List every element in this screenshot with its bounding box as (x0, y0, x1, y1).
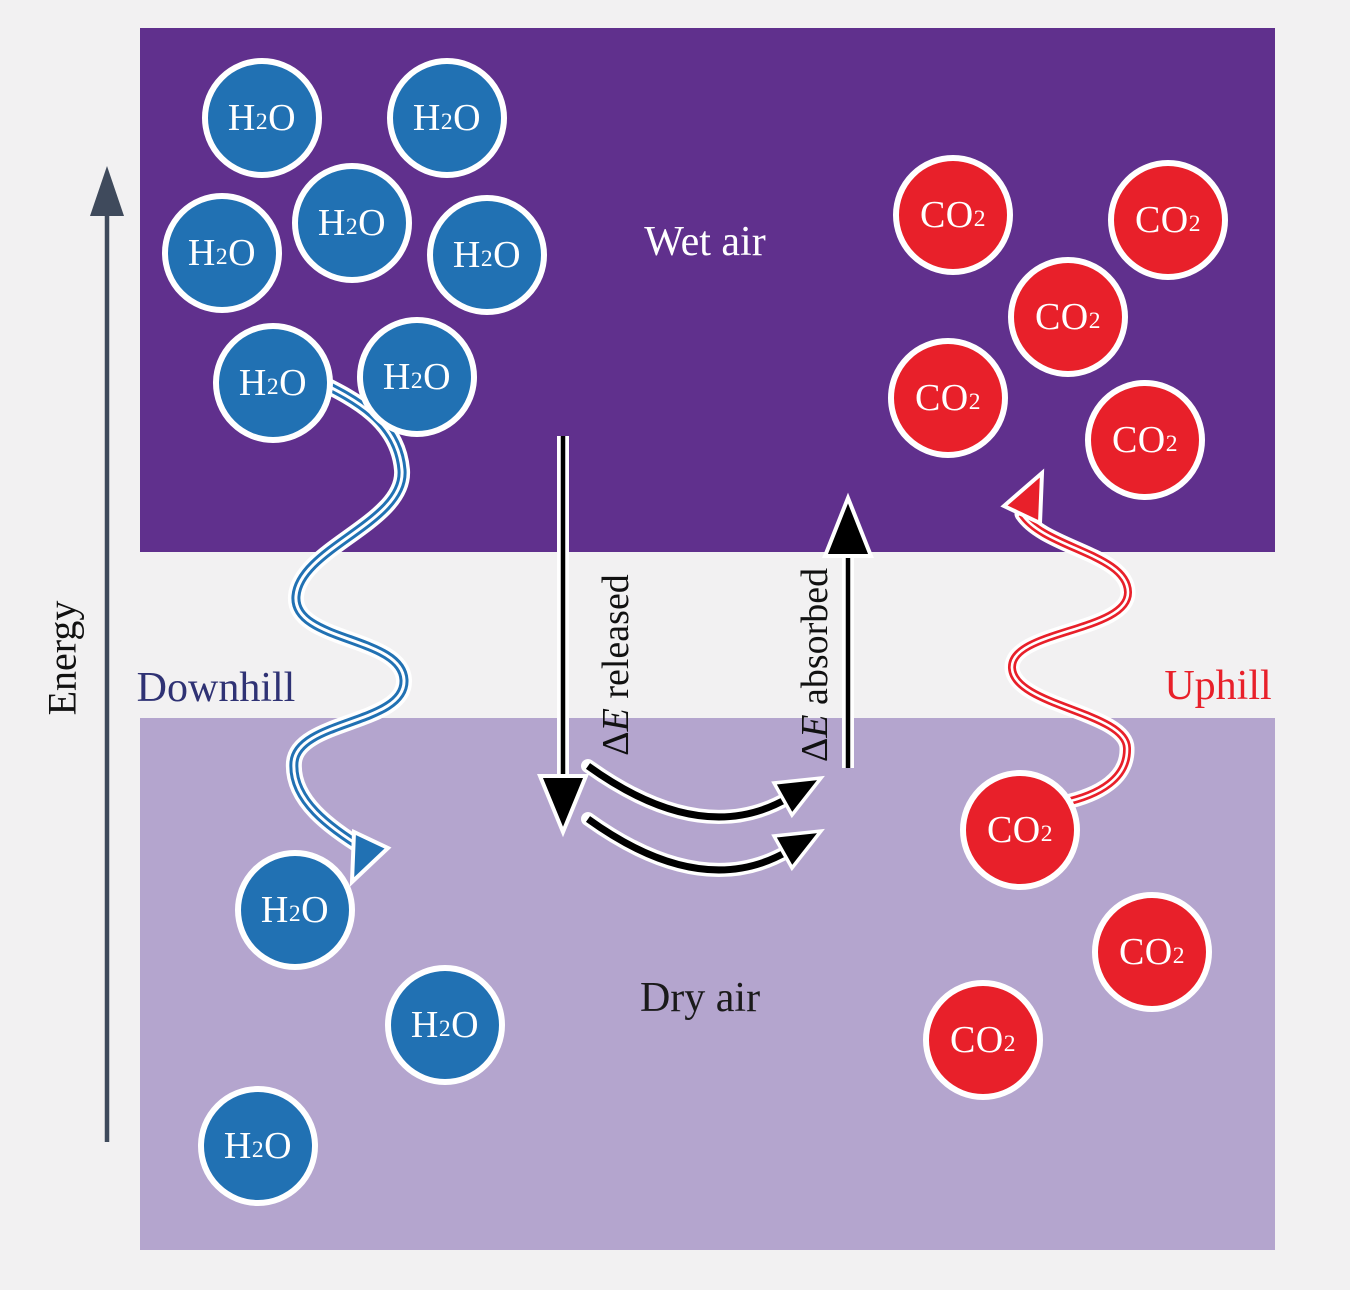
co2-molecule-wet-4: CO 2 (888, 338, 1008, 458)
delta-e-absorbed-label: ΔE absorbed (794, 567, 836, 763)
downhill-label: Downhill (136, 665, 296, 711)
uphill-label: Uphill (1164, 663, 1272, 709)
energy-axis-arrow (90, 166, 124, 1142)
co2-molecule-wet-2: CO 2 (1108, 160, 1228, 280)
co2-molecule-dry-3: CO 2 (923, 980, 1043, 1100)
co2-molecule-dry-2: CO 2 (1092, 892, 1212, 1012)
delta-e-released-label: ΔE released (595, 574, 637, 756)
dry-air-label: Dry air (639, 975, 761, 1021)
co2-molecule-wet-5: CO 2 (1085, 380, 1205, 500)
wet-air-label: Wet air (644, 219, 766, 265)
co2-molecule-wet-3: CO 2 (1008, 257, 1128, 377)
co2-molecule-dry-1: CO 2 (960, 770, 1080, 890)
energy-axis-label: Energy (39, 600, 85, 716)
co2-molecule-wet-1: CO 2 (893, 155, 1013, 275)
